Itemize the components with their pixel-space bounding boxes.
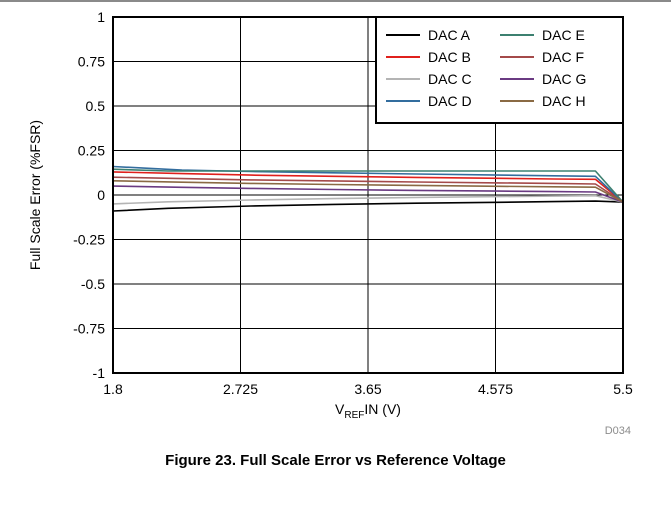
y-axis-label: Full Scale Error (%FSR) xyxy=(27,120,43,270)
legend-box xyxy=(375,16,624,124)
series-line xyxy=(112,194,624,205)
x-tick-label: 2.725 xyxy=(223,381,258,397)
legend-label: DAC H xyxy=(542,93,586,109)
y-tick-label: -1 xyxy=(93,365,106,381)
series-line xyxy=(112,180,624,203)
x-tick-label: 3.65 xyxy=(354,381,381,397)
x-axis-label-rest: IN (V) xyxy=(364,401,401,417)
full-scale-error-chart: 1 0.75 0.5 0.25 0 -0.25 -0.5 -0.75 -1 1.8 2.725 3.… xyxy=(27,9,633,437)
figure-caption: Figure 23. Full Scale Error vs Reference… xyxy=(165,452,506,469)
x-tick-labels: 1.8 2.725 3.65 4.575 5.5 xyxy=(103,381,633,397)
x-axis-label: VREFIN (V) xyxy=(335,401,401,421)
plot-border xyxy=(112,16,624,374)
x-tick-label: 1.8 xyxy=(103,381,123,397)
y-tick-label: 0.25 xyxy=(78,143,105,159)
legend-label: DAC D xyxy=(428,93,472,109)
y-tick-label: 0 xyxy=(97,187,105,203)
legend-label: DAC E xyxy=(542,27,585,43)
y-tick-label: -0.25 xyxy=(73,232,105,248)
x-axis-label-subscript: REF xyxy=(344,410,364,421)
legend-label: DAC F xyxy=(542,49,584,65)
legend-label: DAC C xyxy=(428,71,472,87)
legend-label: DAC G xyxy=(542,71,586,87)
y-tick-label: 0.75 xyxy=(78,54,105,70)
legend: DAC A DAC E DAC B DAC F DAC C DAC G DAC D DAC H xyxy=(375,16,624,124)
y-tick-label: -0.75 xyxy=(73,321,105,337)
legend-label: DAC B xyxy=(428,49,471,65)
series-line xyxy=(112,200,624,212)
y-tick-label: 1 xyxy=(97,9,105,25)
x-tick-label: 5.5 xyxy=(613,381,633,397)
y-tick-labels: 1 0.75 0.5 0.25 0 -0.25 -0.5 -0.75 -1 xyxy=(73,9,105,381)
top-rule xyxy=(0,0,671,2)
series-line xyxy=(112,185,624,203)
x-tick-label: 4.575 xyxy=(478,381,513,397)
series-line xyxy=(112,171,624,203)
series-layer xyxy=(112,165,624,212)
legend-label: DAC A xyxy=(428,27,471,43)
y-tick-label: 0.5 xyxy=(86,98,106,114)
series-line xyxy=(112,168,624,203)
figure-id: D034 xyxy=(605,425,631,437)
series-line xyxy=(112,176,624,203)
y-tick-label: -0.5 xyxy=(81,276,105,292)
x-axis-label-base: V xyxy=(335,401,345,417)
